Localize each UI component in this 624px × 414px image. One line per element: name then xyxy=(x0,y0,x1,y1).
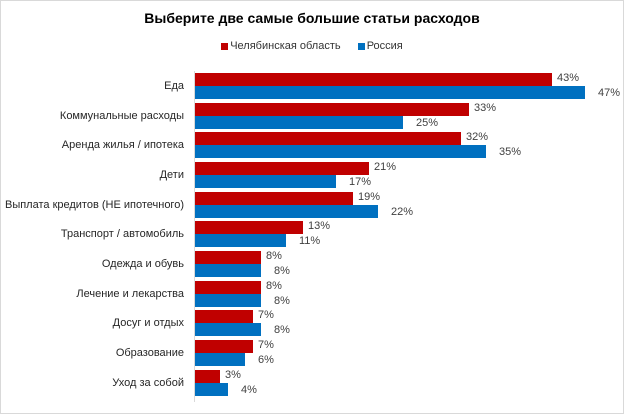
category-label: Лечение и лекарства xyxy=(76,288,184,300)
category-label: Еда xyxy=(164,80,184,92)
category-group: Одежда и обувь 8% 8% xyxy=(1,250,624,278)
data-label: 11% xyxy=(299,235,321,247)
category-group: Уход за собой 3% 4% xyxy=(1,369,624,397)
data-label: 4% xyxy=(241,384,257,396)
data-label: 19% xyxy=(358,191,381,203)
legend-swatch-blue-icon xyxy=(357,42,365,50)
data-label: 47% xyxy=(598,87,621,99)
bar-chelyabinsk xyxy=(195,251,261,264)
bar-russia xyxy=(195,323,261,336)
bar-russia xyxy=(195,234,286,247)
bar-chelyabinsk xyxy=(195,132,461,145)
bar-chelyabinsk xyxy=(195,310,253,323)
category-label: Коммунальные расходы xyxy=(59,110,184,122)
bar-russia xyxy=(195,175,336,188)
bar-chelyabinsk xyxy=(195,221,303,234)
category-label: Выплата кредитов (НЕ ипотечного) xyxy=(4,199,184,211)
data-label: 21% xyxy=(374,161,397,173)
category-group: Аренда жилья / ипотека 32% 35% xyxy=(1,131,624,159)
bar-russia xyxy=(195,294,261,307)
legend: Челябинская область Россия xyxy=(1,40,623,53)
category-label: Дети xyxy=(159,169,184,181)
category-group: Досуг и отдых 7% 8% xyxy=(1,309,624,337)
bar-chelyabinsk xyxy=(195,281,261,294)
category-group: Лечение и лекарства 8% 8% xyxy=(1,280,624,308)
bar-russia xyxy=(195,86,585,99)
bar-russia xyxy=(195,264,261,277)
data-label: 7% xyxy=(258,309,274,321)
category-label: Транспорт / автомобиль xyxy=(60,228,184,240)
legend-item-chelyabinsk: Челябинская область xyxy=(221,40,341,52)
data-label: 43% xyxy=(557,72,580,84)
category-label: Уход за собой xyxy=(112,377,184,389)
data-label: 25% xyxy=(416,117,439,129)
category-group: Выплата кредитов (НЕ ипотечного) 19% 22% xyxy=(1,191,624,219)
data-label: 8% xyxy=(274,324,290,336)
bar-chelyabinsk xyxy=(195,370,220,383)
data-label: 33% xyxy=(474,102,497,114)
data-label: 7% xyxy=(258,339,274,351)
data-label: 8% xyxy=(274,265,290,277)
data-label: 22% xyxy=(391,206,414,218)
bar-russia xyxy=(195,353,245,366)
category-group: Дети 21% 17% xyxy=(1,161,624,189)
data-label: 13% xyxy=(308,220,331,232)
data-label: 32% xyxy=(466,131,489,143)
category-label: Одежда и обувь xyxy=(101,258,184,270)
legend-label: Россия xyxy=(366,40,403,52)
category-group: Коммунальные расходы 33% 25% xyxy=(1,102,624,130)
bar-chelyabinsk xyxy=(195,103,469,116)
category-axis xyxy=(194,71,195,402)
category-group: Транспорт / автомобиль 13% 11% xyxy=(1,220,624,248)
bar-chelyabinsk xyxy=(195,192,353,205)
bar-chelyabinsk xyxy=(195,73,552,86)
category-label: Досуг и отдых xyxy=(112,317,184,329)
data-label: 8% xyxy=(266,250,282,262)
data-label: 6% xyxy=(258,354,274,366)
bar-russia xyxy=(195,145,486,158)
data-label: 8% xyxy=(274,295,290,307)
bar-russia xyxy=(195,383,228,396)
legend-item-russia: Россия xyxy=(357,40,403,52)
category-group: Еда 43% 47% xyxy=(1,72,624,100)
legend-swatch-red-icon xyxy=(221,42,229,50)
category-label: Образование xyxy=(115,347,184,359)
data-label: 3% xyxy=(225,369,241,381)
bar-chelyabinsk xyxy=(195,162,369,175)
bar-russia xyxy=(195,205,378,218)
data-label: 8% xyxy=(266,280,282,292)
data-label: 35% xyxy=(499,146,522,158)
category-group: Образование 7% 6% xyxy=(1,339,624,367)
legend-label: Челябинская область xyxy=(230,40,341,52)
category-label: Аренда жилья / ипотека xyxy=(61,139,184,151)
bar-russia xyxy=(195,116,403,129)
bar-chelyabinsk xyxy=(195,340,253,353)
data-label: 17% xyxy=(349,176,372,188)
chart-title: Выберите две самые большие статьи расход… xyxy=(144,10,480,26)
